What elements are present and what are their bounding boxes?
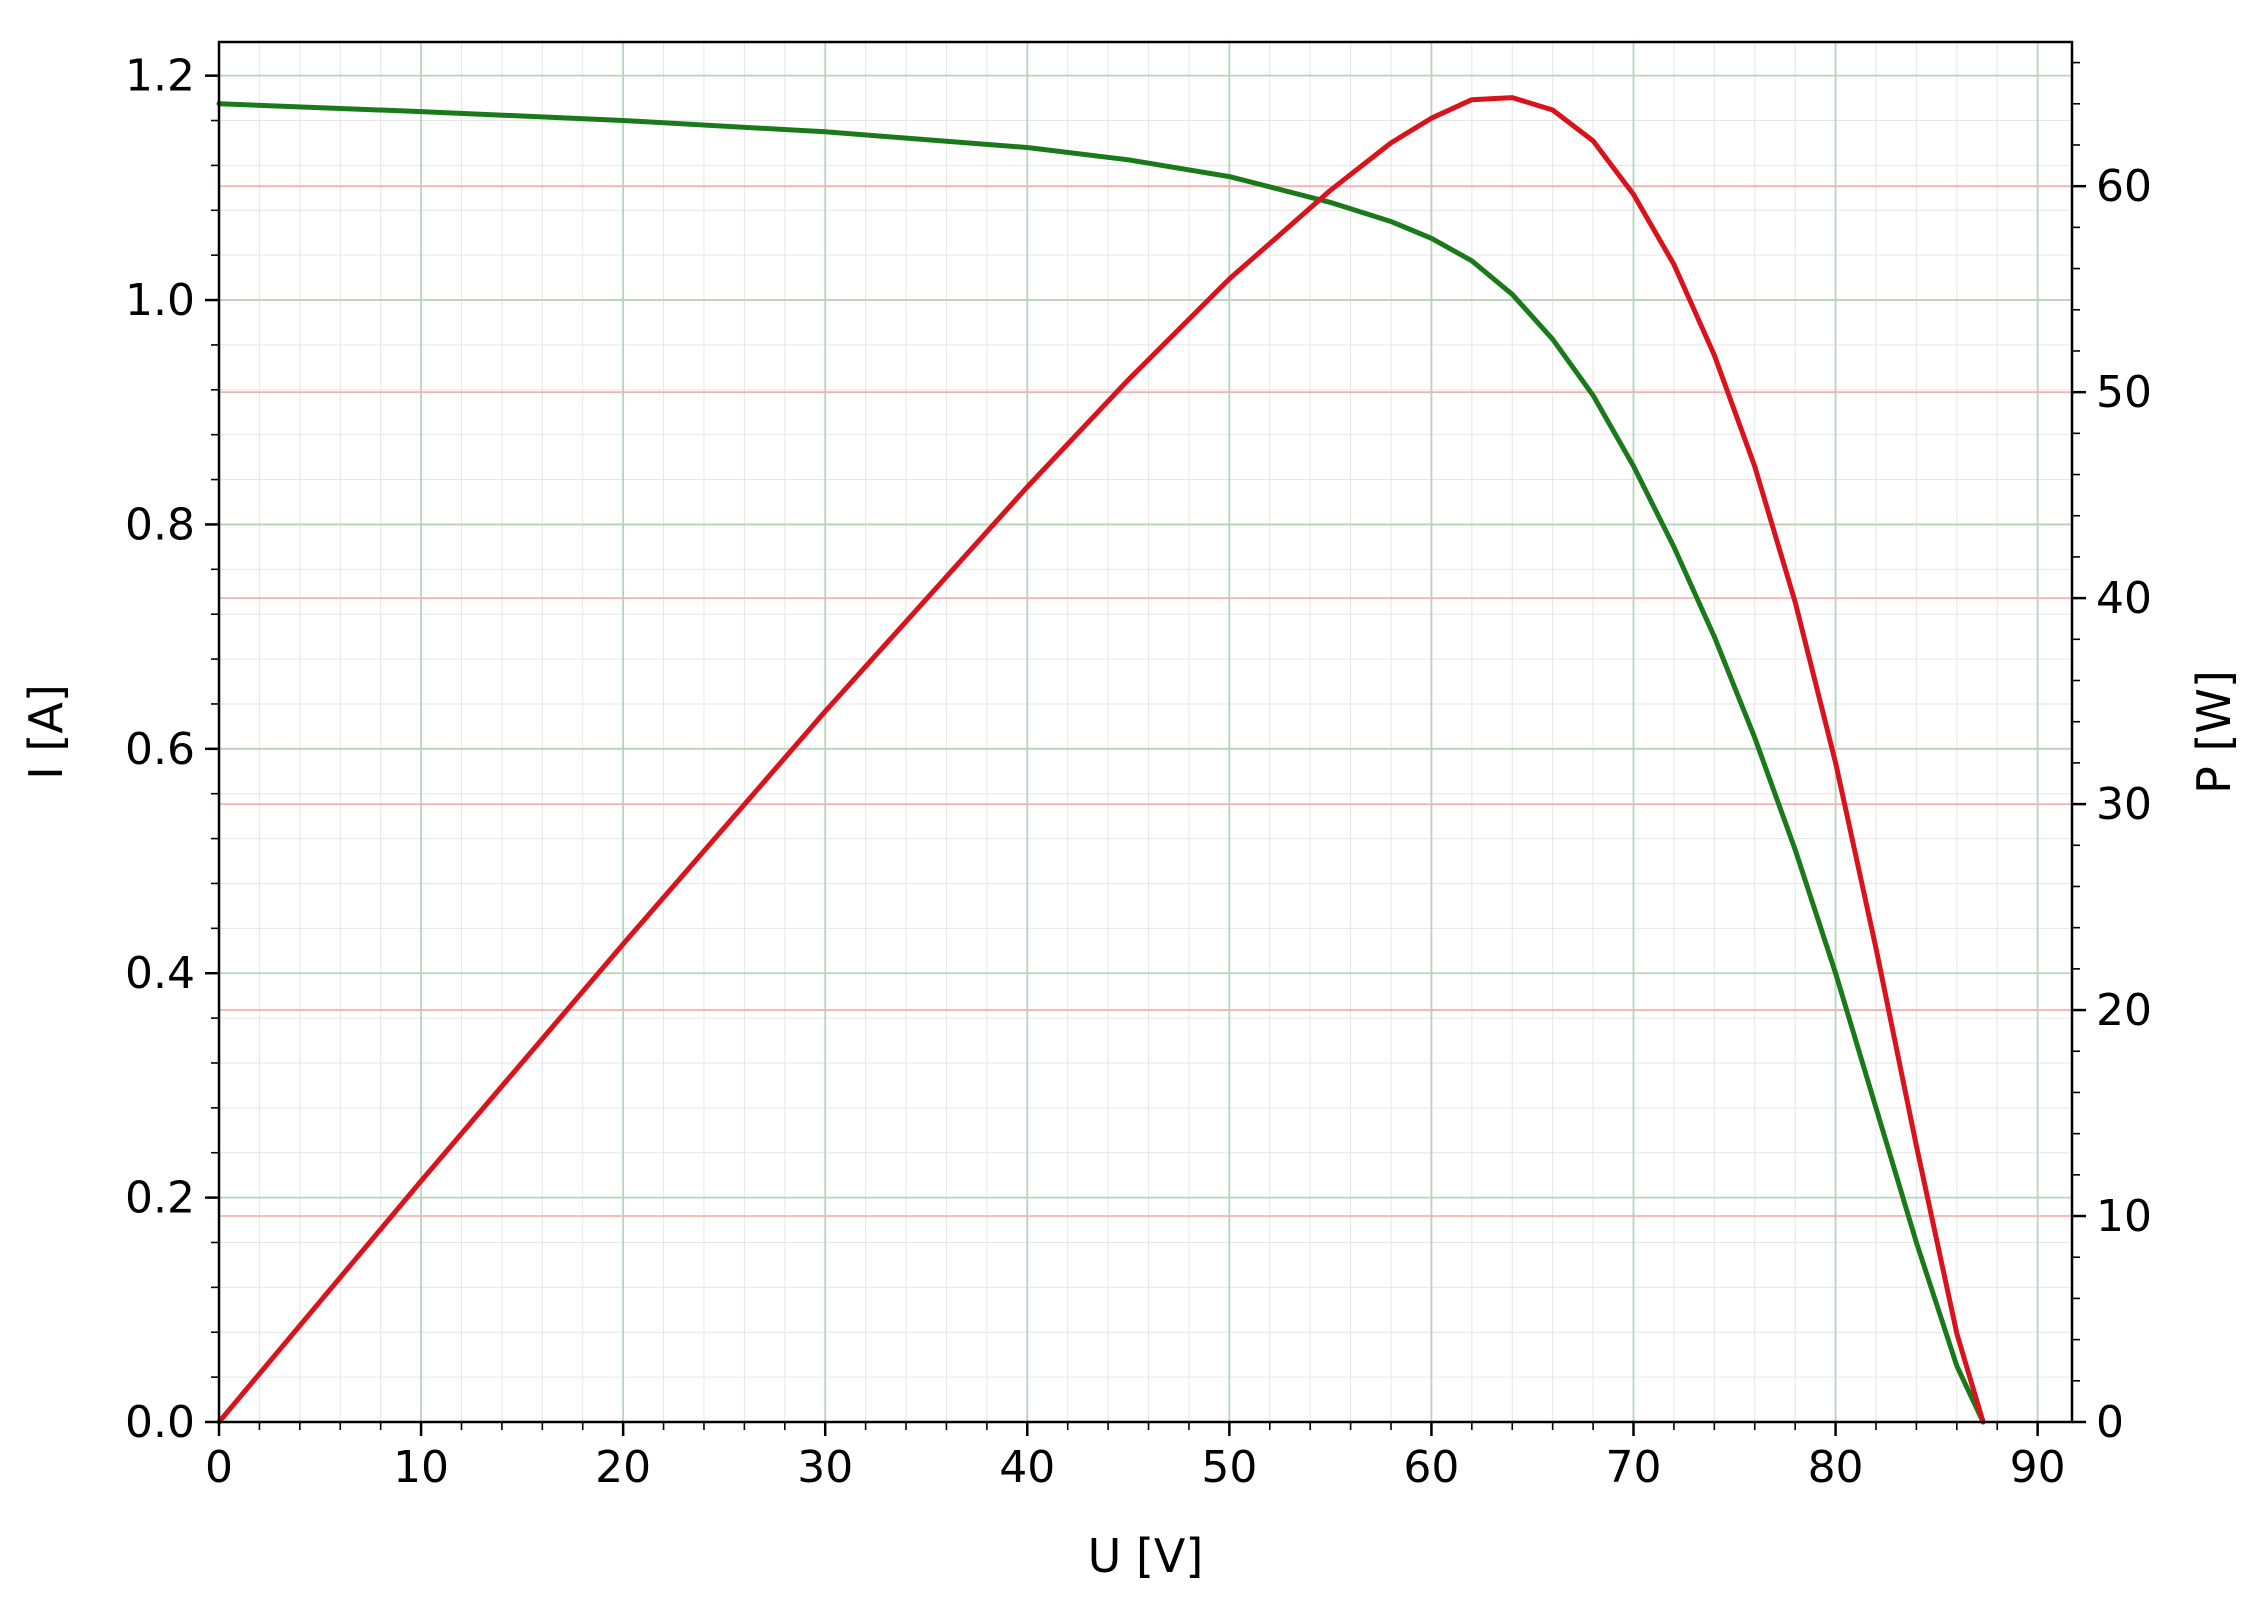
tick-marks <box>205 61 2086 1436</box>
x-tick-label: 60 <box>1403 1442 1459 1493</box>
y2-axis-label: P [W] <box>2187 670 2241 794</box>
y-tick-label: 0.8 <box>125 499 195 550</box>
x-tick-label: 90 <box>2010 1442 2066 1493</box>
y-tick-label: 0.0 <box>125 1397 195 1448</box>
tick-labels: 0 10 20 30 40 50 60 70 80 90 0.0 0.2 0.4 0.6 0.8 1.0 1.2… <box>125 51 2152 1493</box>
y-axis-label: I [A] <box>19 684 73 780</box>
y2-tick-label: 60 <box>2096 161 2152 212</box>
y2-tick-label: 40 <box>2096 573 2152 624</box>
x-tick-label: 50 <box>1201 1442 1257 1493</box>
series-layer <box>216 95 1986 1425</box>
x-tick-label: 10 <box>393 1442 449 1493</box>
y2-tick-label: 50 <box>2096 367 2152 418</box>
x-tick-label: 30 <box>797 1442 853 1493</box>
y2-tick-label: 30 <box>2096 779 2152 830</box>
x-tick-label: 70 <box>1606 1442 1662 1493</box>
y-tick-label: 0.2 <box>125 1173 195 1224</box>
plot-frame <box>217 40 2074 1424</box>
x-tick-label: 40 <box>999 1442 1055 1493</box>
x-tick-label: 0 <box>205 1442 233 1493</box>
y-tick-label: 1.0 <box>125 275 195 326</box>
y2-tick-label: 20 <box>2096 985 2152 1036</box>
y-tick-label: 0.4 <box>125 948 195 999</box>
y2-tick-label: 10 <box>2096 1191 2152 1242</box>
x-tick-label: 80 <box>1808 1442 1864 1493</box>
y-tick-label: 0.6 <box>125 724 195 775</box>
x-tick-label: 20 <box>595 1442 651 1493</box>
y-tick-label: 1.2 <box>125 51 195 102</box>
x-axis-label: U [V] <box>1088 1529 1204 1583</box>
series-power-line <box>216 95 1986 1425</box>
series-current-line <box>216 101 1986 1425</box>
minor-gridlines <box>218 42 2072 1423</box>
y2-tick-label: 0 <box>2096 1397 2124 1448</box>
major-gridlines <box>218 42 2072 1423</box>
